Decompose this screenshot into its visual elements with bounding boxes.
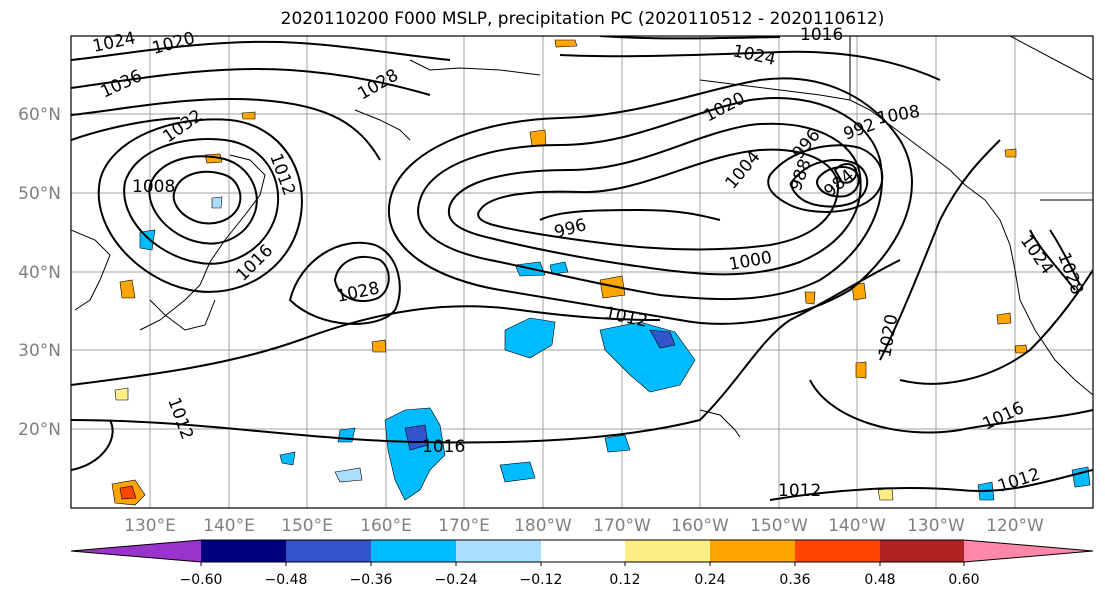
lon-label: 160°W [671,516,729,536]
lat-label: 50°N [18,184,61,204]
colorbar-tick-label: −0.48 [265,572,308,588]
colorbar-segment [456,540,541,562]
colorbar-segment [625,540,710,562]
colorbar-segment [880,540,964,562]
lat-label: 20°N [18,420,61,440]
lon-label: 130°E [124,516,176,536]
colorbar: −0.60 −0.48 −0.36 −0.24 −0.12 0.12 0.24 0.36 0.4… [70,539,1094,588]
lon-label: 140°E [203,516,255,536]
lat-label: 60°N [18,105,61,125]
longitude-labels: 130°E 140°E 150°E 160°E 170°E 180°W 170°… [124,516,1044,536]
lon-label: 130°W [907,516,965,536]
colorbar-tick-label: 0.24 [694,572,725,588]
colorbar-segment [541,540,625,562]
colorbar-segment [201,540,286,562]
colorbar-segment [964,540,1093,562]
contour-label: 1008 [132,177,175,197]
lon-label: 180°W [514,516,572,536]
lat-label: 30°N [18,341,61,361]
colorbar-tick-label: −0.24 [435,572,478,588]
lon-label: 170°W [593,516,651,536]
colorbar-segment [286,540,371,562]
map-frame [70,35,1094,509]
isobars [71,36,1093,501]
precipitation-shading [111,39,1091,506]
contour-label: 1016 [800,25,843,45]
colorbar-tick-label: −0.60 [180,572,223,588]
colorbar-tick-label: 0.60 [948,572,979,588]
colorbar-segment [795,540,880,562]
colorbar-tick-label: −0.36 [350,572,393,588]
contour-label: 1012 [778,481,821,501]
map-title: 2020110200 F000 MSLP, precipitation PC (… [280,9,885,29]
lat-label: 40°N [18,263,61,283]
lon-label: 150°E [281,516,333,536]
colorbar-segment [710,540,795,562]
colorbar-segment [71,540,201,562]
contour-label: 1016 [422,437,465,457]
colorbar-segment [371,540,456,562]
colorbar-tick-label: 0.12 [609,572,640,588]
lon-label: 140°W [828,516,886,536]
lon-label: 160°E [360,516,412,536]
coastlines [71,36,1093,438]
lon-label: 170°E [438,516,490,536]
lon-label: 150°W [750,516,808,536]
colorbar-tick-label: 0.48 [864,572,895,588]
colorbar-tick-label: 0.36 [779,572,810,588]
lon-label: 120°W [986,516,1044,536]
latitude-labels: 60°N 50°N 40°N 30°N 20°N [18,105,61,440]
colorbar-tick-label: −0.12 [520,572,563,588]
